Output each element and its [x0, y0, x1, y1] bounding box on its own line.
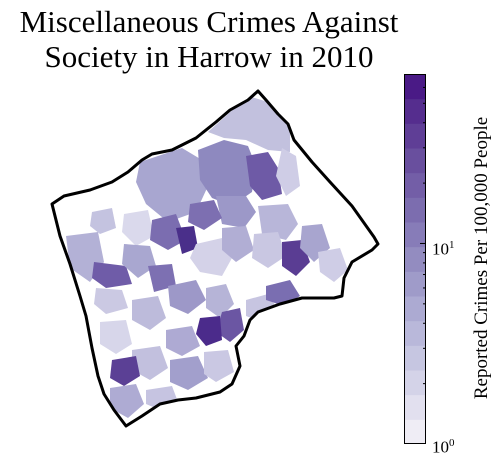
harrow-boundary: [50, 89, 380, 428]
title-line-1: Miscellaneous Crimes Against: [19, 4, 399, 39]
colorbar-band: [404, 197, 426, 223]
title-line-2: Society in Harrow in 2010: [44, 39, 374, 74]
colorbar-band: [404, 296, 426, 322]
tick-0-exp: 0: [449, 437, 455, 449]
colorbar-band: [404, 320, 426, 346]
tick-1-base: 10: [432, 239, 449, 259]
colorbar-band: [404, 394, 426, 420]
colorbar-band: [404, 98, 426, 124]
colorbar-band: [404, 123, 426, 149]
district-regions: [66, 96, 348, 418]
colorbar-band: [404, 148, 426, 174]
colorbar-tick-1: 101: [432, 239, 455, 260]
colorbar-band: [404, 172, 426, 198]
colorbar-band: [404, 222, 426, 248]
colorbar-label: Reported Crimes Per 100,000 People: [471, 116, 492, 400]
tick-1-exp: 1: [449, 239, 455, 251]
colorbar-tick-0: 100: [432, 437, 455, 458]
colorbar-band: [404, 246, 426, 272]
choropleth-map: [50, 89, 380, 428]
colorbar-band: [404, 74, 426, 100]
colorbar-frame: [404, 74, 426, 444]
map-title: Miscellaneous Crimes Against Society in …: [0, 4, 418, 74]
colorbar-band: [404, 370, 426, 396]
colorbar-band: [404, 419, 426, 444]
colorbar-band: [404, 345, 426, 371]
colorbar-band: [404, 271, 426, 297]
tick-0-base: 10: [432, 437, 449, 457]
colorbar: [404, 74, 426, 444]
